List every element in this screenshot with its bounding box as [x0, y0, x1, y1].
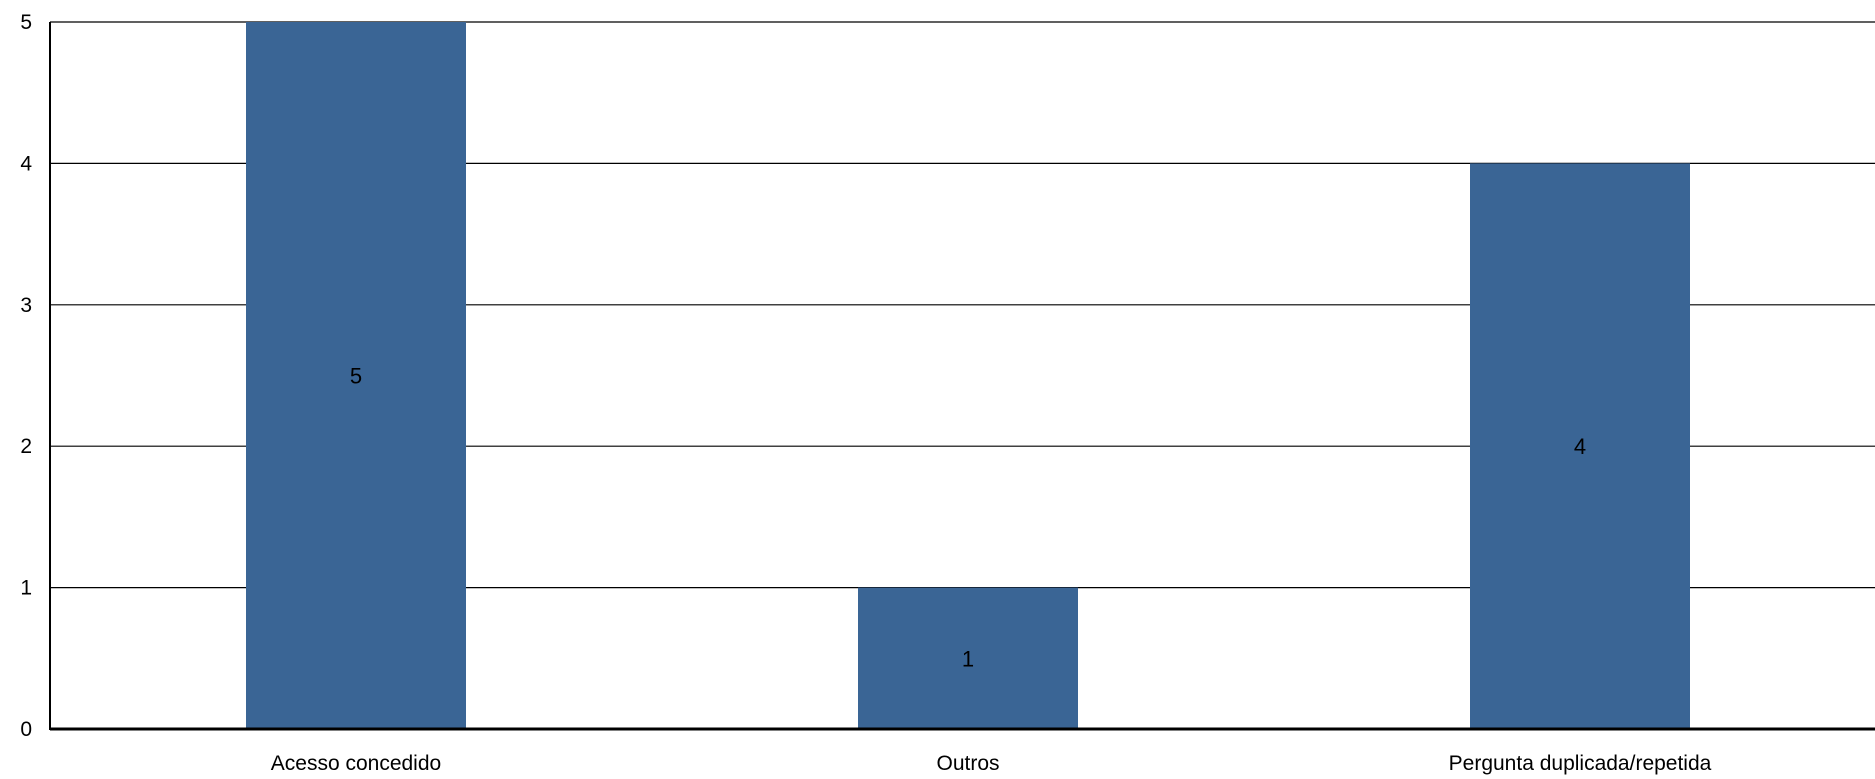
data-label: 4: [1574, 434, 1586, 459]
bar: [1470, 163, 1690, 729]
data-label: 1: [962, 646, 974, 671]
y-tick-label: 3: [20, 294, 32, 317]
bars: [246, 22, 1690, 729]
y-tick-labels: 0 1 2 3 4 5: [20, 11, 32, 741]
data-labels: 5 1 4: [350, 364, 1586, 672]
bar: [246, 22, 466, 729]
y-tick-label: 4: [20, 152, 32, 175]
axes: [49, 22, 1875, 731]
data-label: 5: [350, 364, 362, 389]
y-tick-label: 5: [20, 11, 32, 34]
bar: [858, 587, 1078, 729]
x-tick-label: Acesso concedido: [271, 752, 441, 775]
y-tick-label: 2: [20, 435, 32, 458]
y-tick-label: 0: [20, 718, 32, 741]
y-tick-label: 1: [20, 577, 32, 600]
x-tick-label: Outros: [936, 752, 999, 775]
x-tick-labels: Acesso concedido Outros Pergunta duplicada…: [271, 752, 1712, 775]
x-tick-label: Pergunta duplicada/repetida: [1449, 752, 1712, 775]
